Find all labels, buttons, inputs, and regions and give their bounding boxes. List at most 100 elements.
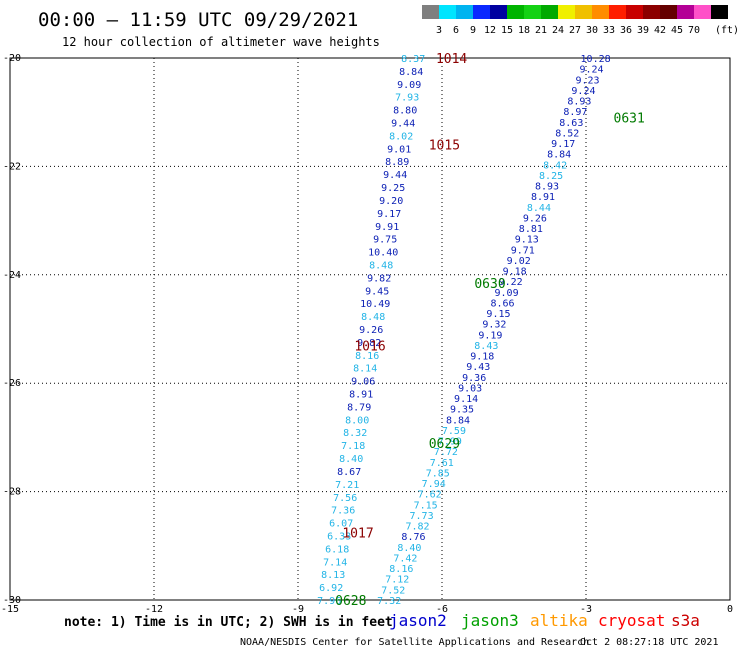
legend-tick-label: 12 [484, 25, 496, 36]
wave-height-value: 9.25 [381, 183, 405, 194]
wave-height-value: 8.93 [535, 182, 559, 193]
y-tick-label: -30 [3, 595, 21, 606]
wave-height-value: 9.24 [580, 65, 604, 76]
wave-height-value: 9.44 [383, 170, 407, 181]
wave-height-value: 9.71 [511, 245, 535, 256]
wave-height-value: 9.17 [377, 209, 401, 220]
wave-height-value: 7.62 [418, 490, 442, 501]
wave-height-value: 9.18 [503, 267, 527, 278]
wave-height-value: 7.82 [405, 522, 429, 533]
wave-height-value: 8.00 [345, 415, 369, 426]
pressure-label: 1016 [354, 339, 385, 354]
color-scale-labels: 3 6 9 12 15 18 21 24 27 30 33 36 39 42 45 70 [436, 25, 700, 36]
legend-tick-label: 18 [518, 25, 530, 36]
legend-swatch [541, 5, 558, 19]
wave-height-value: 9.26 [523, 213, 547, 224]
legend-swatch [456, 5, 473, 19]
wave-height-value: 10.40 [368, 248, 398, 259]
legend-swatch [643, 5, 660, 19]
legend-swatch [524, 5, 541, 19]
wave-height-value: 9.23 [575, 75, 599, 86]
wave-height-value: 8.84 [399, 67, 423, 78]
wave-height-value: 10.49 [360, 299, 390, 310]
wave-height-value: 9.91 [375, 222, 399, 233]
color-scale-legend [422, 5, 728, 19]
wave-height-value: 8.66 [490, 298, 514, 309]
legend-swatch [694, 5, 711, 19]
wave-height-value: 9.44 [391, 119, 415, 130]
satellite-legend-altika: altika [530, 611, 588, 630]
x-tick-label: -6 [436, 604, 448, 615]
legend-tick-label: 70 [688, 25, 700, 36]
legend-tick-label: 15 [501, 25, 513, 36]
legend-tick-label: 33 [603, 25, 615, 36]
legend-swatch [626, 5, 643, 19]
wave-height-value: 9.09 [397, 80, 421, 91]
y-axis-tick-labels: -20 -22 -24 -26 -28 -30 [3, 53, 21, 606]
legend-tick-label: 30 [586, 25, 598, 36]
legend-tick-label: 39 [637, 25, 649, 36]
wave-height-value: 9.14 [454, 394, 478, 405]
wave-height-value: 9.43 [466, 362, 490, 373]
legend-swatch [422, 5, 439, 19]
wave-height-value: 8.13 [321, 570, 345, 581]
legend-swatch [439, 5, 456, 19]
legend-tick-label: 42 [654, 25, 666, 36]
pressure-label: 1014 [436, 52, 467, 67]
pass-time-label: 0630 [474, 277, 505, 292]
legend-tick-label: 9 [470, 25, 476, 36]
wave-height-tracks: 7.96 6.92 8.13 7.14 6.18 6.336.07 7.36 7.56 7.21… [317, 54, 611, 607]
wave-height-value: 8.79 [347, 402, 371, 413]
y-tick-label: -28 [3, 487, 21, 498]
satellite-legend-s3a: s3a [671, 611, 700, 630]
wave-height-value: 9.17 [551, 139, 575, 150]
wave-height-value: 9.36 [462, 373, 486, 384]
wave-height-value: 8.84 [547, 150, 571, 161]
wave-height-value: 9.18 [470, 352, 494, 363]
wave-height-value: 9.24 [571, 86, 595, 97]
wave-height-value: 8.44 [527, 203, 551, 214]
wave-height-value: 7.36 [331, 506, 355, 517]
y-tick-label: -26 [3, 378, 21, 389]
wave-height-value: 9.32 [482, 320, 506, 331]
wave-height-value: 8.63 [559, 118, 583, 129]
wave-height-value: 8.89 [385, 157, 409, 168]
wave-height-value: 7.18 [341, 441, 365, 452]
wave-height-value: 8.16 [355, 351, 379, 362]
satellite-legend-jason2: jason2 [389, 611, 447, 630]
wave-height-value: 9.13 [515, 235, 539, 246]
wave-height-value: 8.16 [389, 564, 413, 575]
plot-border [9, 57, 731, 601]
timestamp: Oct 2 08:27:18 UTC 2021 [580, 637, 718, 648]
wave-height-value: 8.43 [474, 341, 498, 352]
wave-height-value: 7.15 [414, 500, 438, 511]
legend-swatch [575, 5, 592, 19]
wave-height-value: 9.19 [478, 330, 502, 341]
wave-height-value: 9.06 [351, 377, 375, 388]
footnote: note: 1) Time is in UTC; 2) SWH is in fe… [64, 615, 393, 630]
y-tick-label: -20 [3, 53, 21, 64]
wave-height-value: 6.92 [319, 583, 343, 594]
x-tick-label: -9 [292, 604, 304, 615]
wave-height-value: 8.80 [393, 106, 417, 117]
legend-tick-label: 6 [453, 25, 459, 36]
wave-height-value: 7.93 [395, 93, 419, 104]
x-tick-label: -3 [580, 604, 592, 615]
wave-height-value: 8.48 [369, 260, 393, 271]
legend-tick-label: 24 [552, 25, 564, 36]
wave-height-value: 7.56 [333, 493, 357, 504]
x-tick-label: -12 [145, 604, 163, 615]
x-axis-tick-labels: -15 -12 -9 -6 -3 0 [1, 604, 733, 615]
wave-height-value: 7.32 [377, 596, 401, 607]
pressure-label: 1015 [429, 139, 460, 154]
legend-swatch [711, 5, 728, 19]
wave-height-value: 8.02 [389, 131, 413, 142]
pressure-labels: 1014 1015 1016 1017 [342, 52, 467, 541]
wave-height-value: 8.67 [337, 467, 361, 478]
wave-height-value: 9.22 [499, 277, 523, 288]
wave-height-value: 8.97 [563, 107, 587, 118]
chart-title: 00:00 – 11:59 UTC 09/29/2021 [38, 9, 358, 31]
pass-time-label: 0628 [335, 594, 366, 609]
pressure-label: 1017 [342, 526, 373, 541]
legend-swatch [490, 5, 507, 19]
